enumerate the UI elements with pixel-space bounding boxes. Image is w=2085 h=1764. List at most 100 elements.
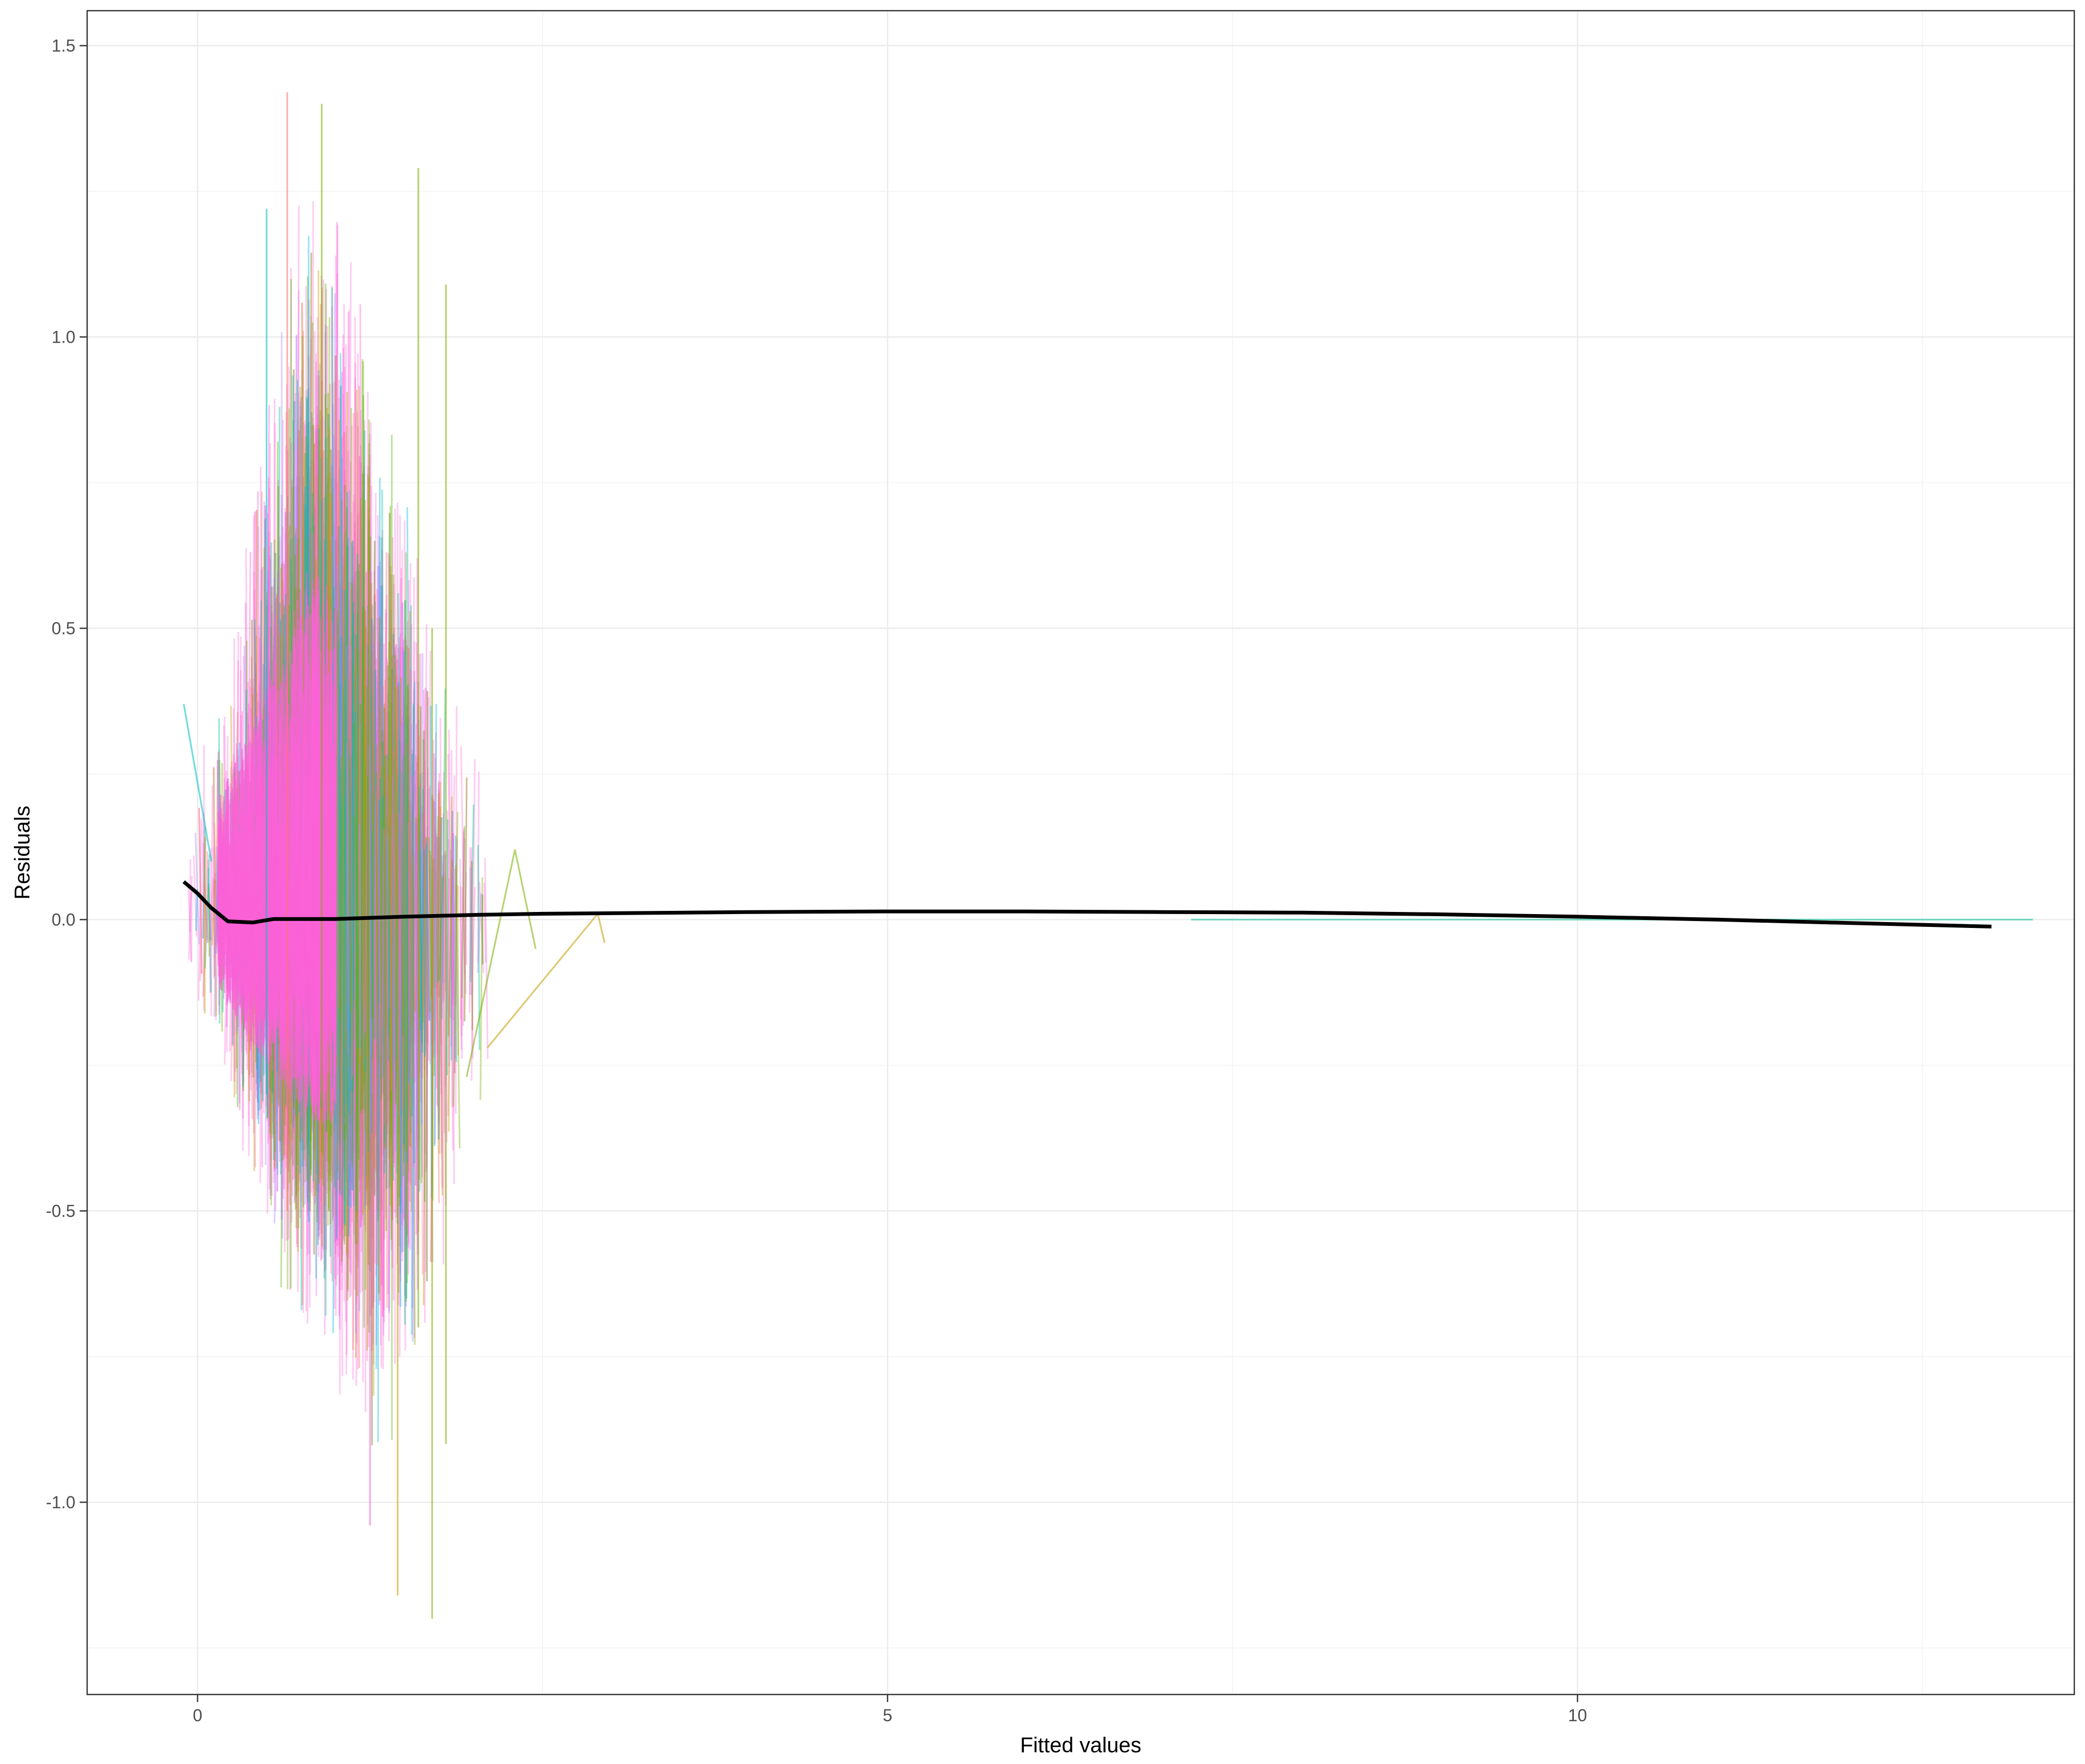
- group-residual-line: [390, 655, 393, 1121]
- group-residual-line: [358, 648, 362, 1010]
- group-residual-line: [407, 580, 411, 1183]
- group-residual-line: [367, 607, 370, 1138]
- group-residual-line: [362, 641, 366, 1154]
- group-residual-line: [386, 834, 389, 1135]
- group-residual-line: [379, 707, 382, 1301]
- group-residual-line: [403, 757, 406, 1296]
- group-residual-line: [383, 818, 388, 1112]
- group-residual-line: [336, 767, 341, 1082]
- group-residual-line: [451, 884, 457, 1006]
- group-residual-line: [381, 837, 387, 1080]
- group-residual-line: [415, 558, 419, 1235]
- group-residual-line: [382, 612, 388, 1370]
- group-residual-line: [356, 798, 359, 1118]
- group-residual-line: [388, 537, 394, 1313]
- group-residual-line: [376, 617, 381, 1034]
- group-residual-line: [362, 684, 367, 1077]
- group-residual-line: [419, 849, 425, 1031]
- group-residual-line: [349, 750, 352, 1114]
- group-residual-line: [460, 746, 466, 975]
- group-residual-line: [188, 892, 192, 960]
- group-residual-line: [372, 702, 376, 1018]
- group-residual-line: [450, 811, 453, 1061]
- group-residual-line: [365, 790, 370, 1206]
- group-residual-line: [356, 624, 360, 1143]
- group-residual-line: [343, 432, 349, 1056]
- group-residual-line: [336, 703, 341, 1008]
- group-residual-line: [391, 752, 396, 1221]
- group-residual-line: [370, 784, 373, 1107]
- group-residual-line: [341, 620, 345, 1256]
- group-residual-line: [362, 671, 367, 1157]
- group-residual-line: [398, 515, 401, 1026]
- group-residual-line: [365, 777, 370, 1092]
- group-residual-line: [414, 839, 419, 1083]
- group-residual-line: [370, 485, 374, 1308]
- group-residual-line: [211, 879, 216, 946]
- group-residual-line: [339, 588, 343, 1148]
- group-residual-line: [381, 833, 386, 1287]
- group-residual-line: [388, 796, 391, 1101]
- group-residual-line: [359, 651, 364, 1193]
- group-residual-line: [335, 355, 339, 1140]
- group-residual-line: [484, 857, 489, 1059]
- group-residual-line: [361, 780, 365, 1071]
- group-residual-line: [349, 543, 353, 1182]
- group-residual-line: [483, 883, 486, 963]
- group-residual-line: [387, 656, 391, 1046]
- group-residual-line: [361, 420, 366, 1291]
- group-residual-line: [385, 657, 390, 1026]
- group-residual-line: [353, 585, 356, 1022]
- group-residual-line: [411, 822, 415, 1045]
- group-residual-line: [351, 778, 357, 1125]
- group-residual-line: [344, 532, 349, 1098]
- group-residual-line: [349, 681, 354, 1002]
- group-residual-line: [343, 622, 346, 1169]
- group-residual-line: [351, 627, 354, 1167]
- group-residual-line: [382, 739, 388, 1118]
- group-residual-line: [358, 824, 361, 1056]
- x-tick-label: 10: [1568, 1706, 1587, 1725]
- group-residual-line: [345, 679, 351, 1113]
- group-residual-line: [350, 546, 354, 1058]
- group-residual-line: [402, 817, 406, 1351]
- group-residual-line: [376, 589, 381, 1074]
- group-residual-line: [385, 661, 389, 1146]
- group-residual-line: [411, 817, 417, 1029]
- group-residual-line: [337, 762, 342, 1030]
- group-residual-line: [337, 695, 341, 1102]
- group-residual-line: [411, 688, 415, 1028]
- group-residual-line: [358, 359, 364, 1180]
- group-residual-line: [419, 653, 424, 1032]
- group-residual-line: [342, 701, 347, 1082]
- group-residual-line: [213, 823, 219, 944]
- group-residual-line: [397, 844, 403, 1020]
- group-residual-line: [355, 647, 358, 1296]
- group-residual-line: [336, 687, 340, 1008]
- group-residual-line: [202, 838, 207, 939]
- group-residual-line: [356, 629, 360, 1196]
- group-residual-line: [335, 793, 340, 1097]
- group-residual-line: [337, 746, 343, 1025]
- group-residual-line: [391, 754, 397, 1104]
- group-residual-line: [382, 609, 387, 1336]
- group-residual-line: [455, 865, 461, 1149]
- group-residual-line: [364, 632, 368, 1187]
- group-residual-line: [340, 803, 343, 1010]
- group-residual-line: [376, 615, 381, 1210]
- group-residual-line: [187, 884, 192, 963]
- group-residual-line: [405, 552, 408, 1151]
- group-residual-line: [360, 607, 364, 1113]
- group-residual-line: [350, 512, 354, 1077]
- group-residual-line: [339, 652, 344, 1102]
- group-residual-line: [351, 777, 357, 998]
- group-residual-line: [335, 746, 339, 1076]
- group-residual-line: [392, 647, 396, 1077]
- group-residual-line: [383, 765, 388, 1129]
- group-residual-line: [357, 788, 363, 1064]
- group-residual-line: [365, 725, 369, 1211]
- group-residual-line: [405, 773, 410, 1084]
- group-residual-line: [344, 796, 349, 1142]
- group-residual-line: [345, 743, 349, 1055]
- group-residual-line: [385, 723, 390, 1190]
